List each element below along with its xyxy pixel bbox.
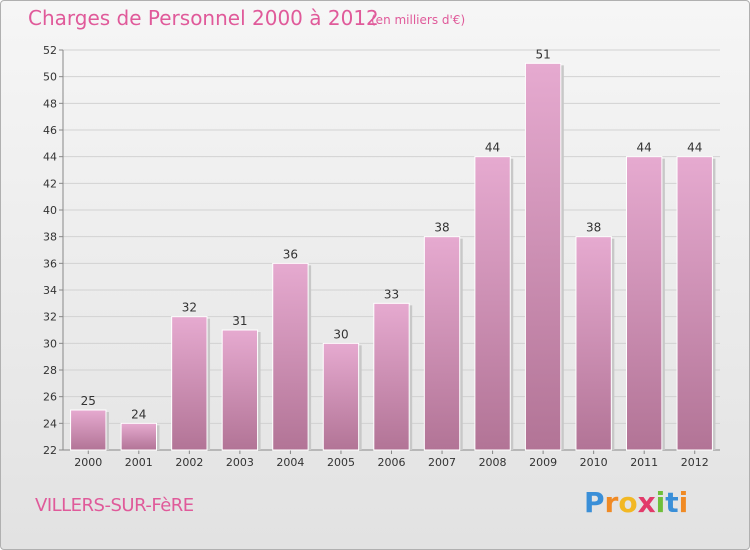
y-tick-label: 34 xyxy=(43,284,57,297)
logo-letter: t xyxy=(665,486,679,519)
y-tick-label: 38 xyxy=(43,231,57,244)
x-tick-label: 2004 xyxy=(276,456,304,469)
bar xyxy=(221,329,259,451)
bar xyxy=(70,409,107,451)
x-tick-label: 2006 xyxy=(378,456,406,469)
x-tick-label: 2005 xyxy=(327,456,355,469)
x-tick-label: 2011 xyxy=(630,456,658,469)
y-tick-label: 42 xyxy=(43,177,57,190)
data-label: 44 xyxy=(485,141,500,155)
logo-letter: i xyxy=(678,486,689,519)
logo-letter: i xyxy=(655,486,666,519)
y-tick-label: 48 xyxy=(43,97,57,110)
y-tick-label: 46 xyxy=(43,124,57,137)
bars xyxy=(70,62,716,451)
data-labels: 25 24 32 31 36 30 33 38 44 51 38 44 44 xyxy=(81,47,703,421)
data-label: 25 xyxy=(81,394,96,408)
x-tick-label: 2010 xyxy=(580,456,608,469)
x-tick-labels: 2000 2001 2002 2003 2004 2005 2006 2007 2008 2009… xyxy=(74,456,708,469)
logo-letter: x xyxy=(637,486,656,519)
proxiti-logo: Proxiti xyxy=(584,486,688,519)
data-label: 32 xyxy=(182,301,197,315)
bar xyxy=(474,156,511,451)
x-tick-label: 2007 xyxy=(428,456,456,469)
y-tick-label: 32 xyxy=(43,311,57,324)
bar xyxy=(120,422,157,451)
logo-letter: P xyxy=(584,486,605,519)
x-tick-label: 2012 xyxy=(681,456,709,469)
data-label: 44 xyxy=(687,141,702,155)
chart-title: Charges de Personnel 2000 à 2012 xyxy=(28,6,379,30)
x-tick-label: 2008 xyxy=(479,456,507,469)
bar xyxy=(373,302,410,451)
unit-note: (en milliers d'€) xyxy=(371,13,466,27)
bar xyxy=(575,236,612,451)
data-label: 38 xyxy=(434,221,449,235)
x-tick-label: 2000 xyxy=(74,456,102,469)
y-tick-label: 50 xyxy=(43,71,57,84)
y-tick-label: 30 xyxy=(43,337,57,350)
y-tick-label: 22 xyxy=(43,444,57,457)
y-tick-labels: 22 24 26 28 30 32 34 36 38 40 42 44 46 48 50 52 xyxy=(43,44,57,457)
bar xyxy=(676,156,713,451)
data-label: 31 xyxy=(232,314,247,328)
x-tick-label: 2003 xyxy=(226,456,254,469)
place-name: VILLERS-SUR-FèRE xyxy=(35,495,194,516)
data-label: 30 xyxy=(333,327,348,341)
bar xyxy=(171,316,208,451)
y-tick-label: 52 xyxy=(43,44,57,57)
logo-letter: r xyxy=(604,486,619,519)
y-tick-label: 36 xyxy=(43,257,57,270)
y-tick-label: 26 xyxy=(43,391,57,404)
data-label: 38 xyxy=(586,221,601,235)
data-label: 51 xyxy=(535,47,550,61)
data-label: 24 xyxy=(131,407,146,421)
bar xyxy=(272,262,309,451)
data-label: 36 xyxy=(283,247,298,261)
y-tick-label: 24 xyxy=(43,417,57,430)
x-tick-label: 2001 xyxy=(125,456,153,469)
bar xyxy=(322,342,360,451)
y-tick-label: 28 xyxy=(43,364,57,377)
data-label: 44 xyxy=(637,141,652,155)
bar xyxy=(626,156,663,451)
y-tick-label: 44 xyxy=(43,151,57,164)
x-tick-label: 2009 xyxy=(529,456,557,469)
y-tick-label: 40 xyxy=(43,204,57,217)
bar xyxy=(524,62,562,451)
data-label: 33 xyxy=(384,287,399,301)
x-tick-label: 2002 xyxy=(175,456,203,469)
logo-letter: o xyxy=(618,486,638,519)
bar xyxy=(423,236,461,451)
